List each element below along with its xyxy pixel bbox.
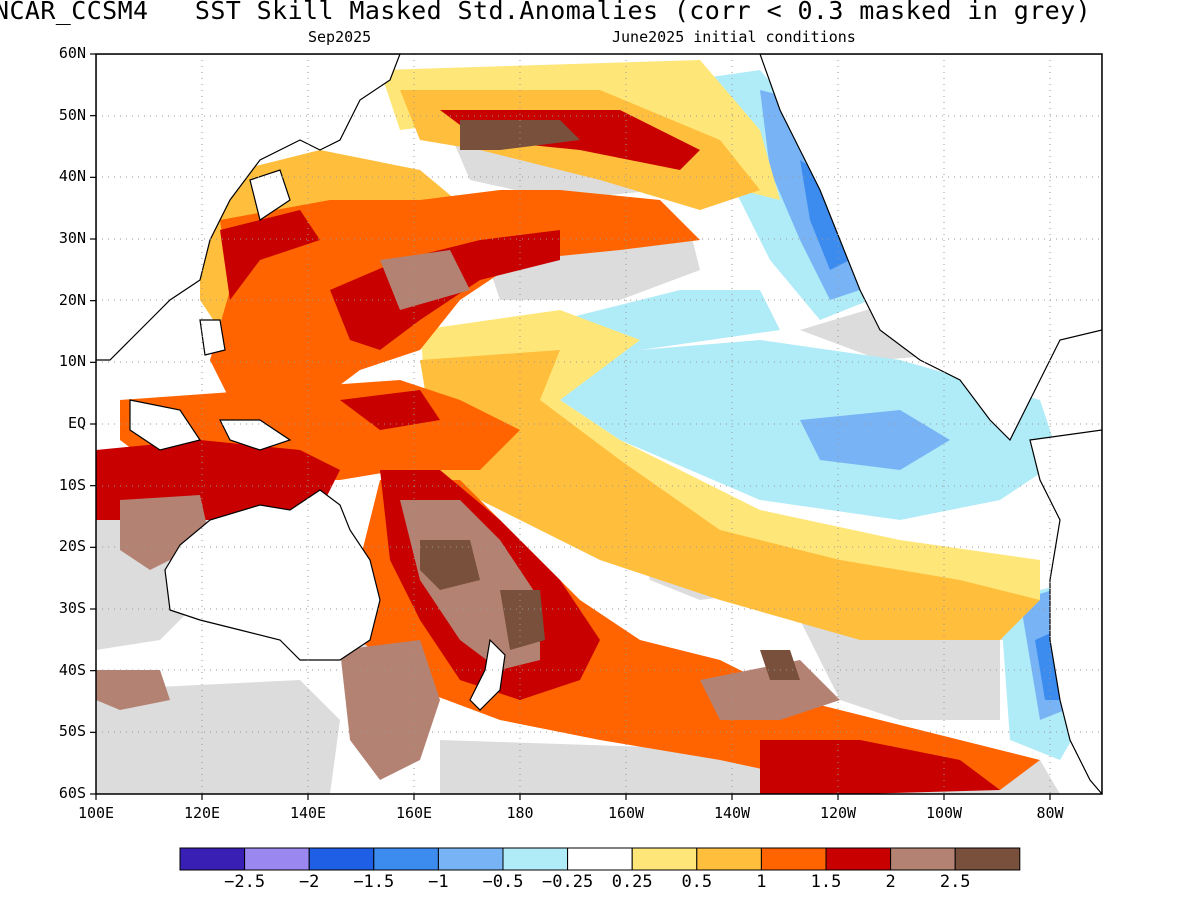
map-field — [96, 54, 1102, 794]
lon-label-160w: 160W — [607, 804, 645, 822]
colorbar-tick-label: 0.5 — [681, 872, 713, 892]
lat-label-40s: 40S — [58, 660, 86, 679]
lat-label-30n: 30N — [58, 229, 86, 247]
south-america-outline — [1029, 429, 1102, 794]
lon-label-80w: 80W — [1036, 804, 1064, 822]
colorbar-tick-label: 0.25 — [611, 872, 653, 892]
lon-label-180: 180 — [506, 804, 534, 822]
colorbar-swatch — [954, 847, 1021, 871]
colorbar-swatch — [244, 847, 310, 871]
colorbar-swatch — [696, 847, 762, 871]
initial-conditions-label: June2025 initial conditions — [612, 28, 856, 46]
colorbar — [179, 847, 1021, 871]
continents — [96, 54, 1102, 794]
colorbar-tick-label: −2 — [298, 872, 320, 892]
colorbar-swatch — [179, 847, 246, 871]
japan-outline — [249, 169, 291, 221]
philippines-outline — [199, 319, 226, 356]
north-america-outline — [759, 54, 1102, 442]
axis-ticks — [90, 53, 1051, 800]
lon-label-120w: 120W — [819, 804, 857, 822]
new-guinea-outline — [219, 419, 292, 451]
colorbar-tick-label: 2.5 — [939, 872, 971, 892]
lat-label-60s: 60S — [58, 784, 86, 802]
colorbar-swatch — [373, 847, 439, 871]
colorbar-swatch — [502, 847, 569, 871]
lon-label-100w: 100W — [925, 804, 963, 822]
lat-label-50n: 50N — [58, 105, 86, 124]
lon-label-140e: 140E — [289, 804, 327, 822]
colorbar-tick-label: −2.5 — [224, 872, 266, 892]
lat-label-eq: EQ — [67, 414, 86, 432]
colorbar-tick-label: −1.5 — [353, 872, 395, 892]
anomaly-band-dark-brown — [420, 120, 800, 680]
lat-label-60n: 60N — [58, 44, 86, 62]
colorbar-tick-label: −0.25 — [542, 872, 594, 892]
lon-label-100e: 100E — [77, 804, 115, 822]
colorbar-swatch — [760, 847, 827, 871]
lon-label-140w: 140W — [713, 804, 751, 822]
colorbar-swatch — [437, 847, 504, 871]
colorbar-swatch — [567, 847, 633, 871]
colorbar-swatch — [631, 847, 698, 871]
lat-label-10n: 10N — [58, 352, 86, 371]
lat-label-10s: 10S — [58, 475, 86, 494]
colorbar-tick-label: −0.5 — [482, 872, 524, 892]
colorbar-tick-label: 2 — [885, 872, 896, 892]
lon-label-160e: 160E — [395, 804, 433, 822]
new-zealand-outline — [469, 638, 506, 711]
asia-outline — [96, 54, 401, 361]
lon-label-120e: 120E — [183, 804, 221, 822]
colorbar-tick-label: 1.5 — [810, 872, 842, 892]
borneo-outline — [129, 399, 201, 451]
colorbar-tick-label: 1 — [756, 872, 767, 892]
colorbar-swatch — [308, 847, 375, 871]
lat-label-50s: 50S — [58, 722, 86, 741]
lat-label-20s: 20S — [58, 537, 86, 556]
colorbar-swatch — [825, 847, 892, 871]
target-month-label: Sep2025 — [308, 28, 372, 46]
map-title: NCAR_CCSM4 SST Skill Masked Std.Anomalie… — [0, 0, 1092, 25]
colorbar-tick-label: −1 — [428, 872, 449, 892]
colorbar-swatch — [890, 847, 956, 871]
lat-label-20n: 20N — [58, 290, 86, 309]
lat-label-40n: 40N — [58, 167, 86, 186]
australia-outline — [164, 489, 381, 661]
lat-label-30s: 30S — [58, 599, 86, 617]
